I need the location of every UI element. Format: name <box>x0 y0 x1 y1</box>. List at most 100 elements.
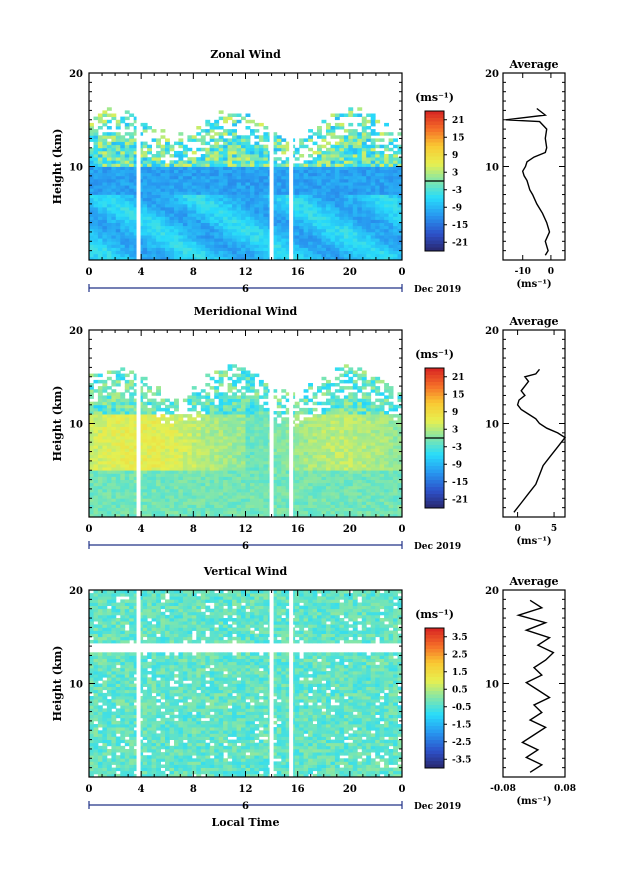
heatmap-cell <box>151 464 157 468</box>
heatmap-cell <box>236 235 242 239</box>
heatmap-cell <box>111 219 117 223</box>
heatmap-cell <box>232 256 237 261</box>
heatmap-cell <box>138 175 144 180</box>
heatmap-cell <box>339 228 345 233</box>
heatmap-cell <box>138 225 144 230</box>
heatmap-cell <box>321 157 327 161</box>
heatmap-cell <box>357 244 363 248</box>
heatmap-cell <box>370 231 376 236</box>
heatmap-cell <box>93 501 99 505</box>
heatmap-cell <box>299 213 305 217</box>
heatmap-cell <box>339 207 345 211</box>
heatmap-cell <box>218 116 224 121</box>
heatmap-cell <box>93 485 99 490</box>
heatmap-cell <box>343 194 349 199</box>
heatmap-cell <box>106 194 112 199</box>
heatmap-cell <box>218 470 224 474</box>
heatmap-cell <box>191 467 197 471</box>
heatmap-cell <box>258 479 264 484</box>
heatmap-cell <box>165 247 170 251</box>
heatmap-cell <box>254 213 260 217</box>
heatmap-cell <box>120 157 126 161</box>
heatmap-cell <box>124 464 130 468</box>
heatmap-cell <box>370 235 376 239</box>
heatmap-cell <box>348 179 354 183</box>
heatmap-cell <box>361 126 367 130</box>
heatmap-cell <box>89 411 94 415</box>
heatmap-cell <box>227 141 233 146</box>
heatmap-cell <box>245 231 251 236</box>
heatmap-cell <box>214 166 220 170</box>
heatmap-cell <box>258 492 264 496</box>
heatmap-cell <box>124 420 130 424</box>
heatmap-cell <box>174 244 179 248</box>
heatmap-cell <box>388 219 394 223</box>
heatmap-cell <box>160 504 166 508</box>
heatmap-cell <box>254 172 260 177</box>
heatmap-cell <box>93 238 99 242</box>
heatmap-cell <box>191 138 197 142</box>
heatmap-cell <box>129 498 135 502</box>
heatmap-cell <box>169 253 175 258</box>
heatmap-cell <box>142 392 148 396</box>
heatmap-cell <box>129 157 135 161</box>
heatmap-cell <box>106 175 112 180</box>
heatmap-cell <box>160 172 166 177</box>
heatmap-cell <box>129 200 135 205</box>
heatmap-cell <box>258 501 264 505</box>
heatmap-cell <box>254 426 260 431</box>
heatmap-cell <box>303 482 309 487</box>
heatmap-cell <box>200 163 206 167</box>
heatmap-cell <box>115 182 121 186</box>
heatmap-cell <box>111 256 117 261</box>
heatmap-cell <box>312 166 318 170</box>
heatmap-cell <box>174 460 179 465</box>
heatmap-cell <box>366 154 372 158</box>
heatmap-cell <box>169 451 175 456</box>
heatmap-cell <box>120 432 126 437</box>
heatmap-cell <box>133 411 139 415</box>
heatmap-cell <box>384 216 389 220</box>
heatmap-cell <box>348 157 354 161</box>
heatmap-cell <box>106 451 112 456</box>
heatmap-cell <box>97 241 103 245</box>
heatmap-cell <box>236 411 242 415</box>
heatmap-cell <box>397 150 403 155</box>
heatmap-cell <box>308 163 313 167</box>
heatmap-cell <box>174 448 179 452</box>
heatmap-cell <box>236 510 242 515</box>
heatmap-cell <box>97 216 103 220</box>
heatmap-cell <box>352 219 358 223</box>
heatmap-cell <box>370 175 376 180</box>
heatmap-cell <box>196 513 202 518</box>
heatmap-cell <box>357 185 363 189</box>
heatmap-cell <box>214 219 220 223</box>
heatmap-cell <box>393 191 398 195</box>
colorbar-swatch <box>425 146 444 150</box>
heatmap-cell <box>245 479 251 484</box>
heatmap-cell <box>120 250 126 255</box>
heatmap-cell <box>366 194 372 199</box>
heatmap-cell <box>147 172 152 177</box>
heatmap-cell <box>299 476 305 480</box>
heatmap-cell <box>281 426 287 431</box>
heatmap-cell <box>214 476 220 480</box>
heatmap-cell <box>250 191 255 195</box>
heatmap-cell <box>187 147 193 152</box>
heatmap-cell <box>321 207 327 211</box>
heatmap-cell <box>272 157 278 161</box>
heatmap-cell <box>124 510 130 515</box>
heatmap-cell <box>115 404 121 409</box>
heatmap-cell <box>241 460 246 465</box>
heatmap-cell <box>142 129 148 133</box>
heatmap-cell <box>142 250 148 255</box>
heatmap-cell <box>357 138 363 142</box>
heatmap-cell <box>393 216 398 220</box>
heatmap-cell <box>263 407 269 412</box>
heatmap-cell <box>111 157 117 161</box>
heatmap-cell <box>178 235 184 239</box>
heatmap-cell <box>178 436 184 440</box>
heatmap-cell <box>343 188 349 192</box>
heatmap-cell <box>97 389 103 393</box>
heatmap-cell <box>120 367 126 371</box>
